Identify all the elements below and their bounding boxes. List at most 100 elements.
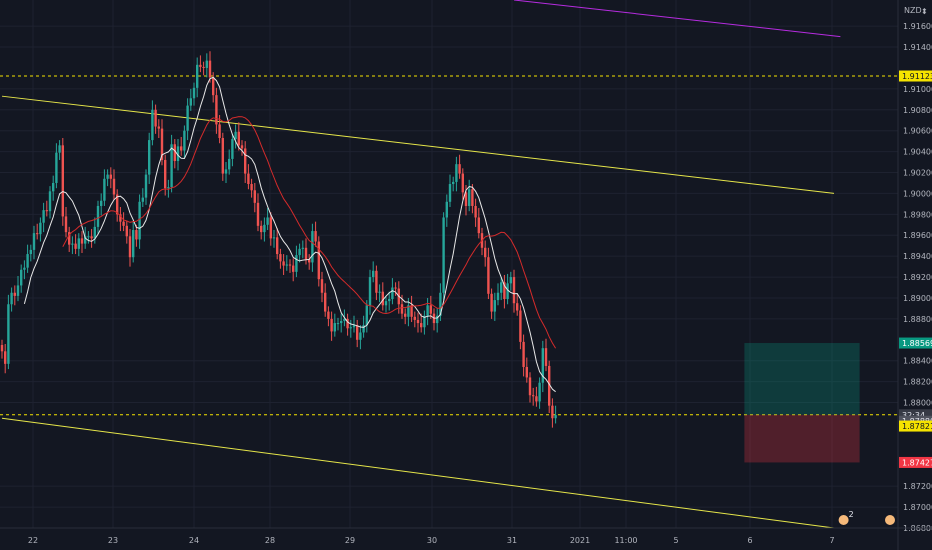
axis-header: NZD ⬍ [904,6,928,16]
candle-body [493,300,496,312]
candle-body [551,405,554,419]
candle-body [295,255,298,272]
time-axis[interactable]: 22 23 24 28 29 30 31 2021 11:00 5 6 7 [0,527,932,545]
event-badge: 2 [849,510,854,519]
price-tick-label: 1.90200 [903,169,932,178]
price-tick-label: 1.90000 [903,189,932,198]
candle-body [528,377,532,396]
candle-body [282,261,285,266]
candle-body [29,249,32,255]
trendline[interactable] [1,417,835,529]
price-tag-label: 1.88569 [902,339,932,348]
price-tag[interactable] [899,337,932,349]
candle-body [452,181,455,185]
candle-body [100,200,103,206]
candle-body [93,226,96,239]
candle-body [167,187,170,189]
price-tag[interactable] [899,420,932,432]
price-tick-label: 1.88800 [903,315,932,324]
candle-body [183,130,186,151]
candle-body [541,348,544,383]
time-tick-label: 24 [189,536,199,545]
candle-body [384,301,388,306]
level-price-tag[interactable] [899,70,932,82]
candle-body [55,152,58,183]
moving-averages [23,76,557,393]
time-tick-label: 28 [265,536,275,545]
price-tick-label: 1.89800 [903,210,932,219]
sma-slow-line [62,116,557,349]
candle-body [471,189,474,206]
candle-body [340,320,343,324]
candle-body [202,66,205,68]
candle-body [292,265,295,272]
candle-body [157,126,160,129]
candle-body [288,264,292,266]
price-tag[interactable] [899,456,932,468]
candle-body [506,283,509,300]
candle-body [522,341,525,367]
candle-body [244,148,247,174]
price-tick-label: 1.89400 [903,252,932,261]
price-tick-label: 1.91600 [903,22,932,31]
candle-body [416,319,420,324]
candle-body [333,323,336,332]
event-icon[interactable] [837,514,850,526]
candle-body [224,169,228,174]
price-tick-label: 1.90800 [903,106,932,115]
candle-body [429,305,432,314]
candle-body [20,269,23,286]
candle-body [372,270,375,278]
candle-body [349,327,352,329]
candle-body [336,323,340,325]
candle-body [455,164,458,182]
candle-body [266,217,269,225]
menu-icon: ⬍ [921,7,928,16]
candle-body [464,192,468,206]
candle-body [439,292,442,316]
event-markers[interactable]: 2 [837,510,896,526]
candle-body [532,395,535,397]
candle-body [474,205,477,218]
target-zone[interactable] [744,343,860,415]
candle-body [461,173,464,193]
candle-body [26,254,29,268]
candle-body [509,277,512,284]
candle-body [52,182,55,192]
trendline[interactable] [1,95,835,194]
candle-body [135,230,138,240]
candle-body [375,270,378,293]
candle-body [327,311,330,319]
candle-body [365,305,368,326]
candle-body [186,105,189,131]
candle-body [381,291,384,306]
currency-label: NZD [904,6,922,15]
candle-body [189,98,192,106]
candle-body [477,217,480,234]
candle-body [237,131,240,146]
candle-body [212,77,215,96]
candle-body [138,201,141,240]
candle-body [544,348,548,366]
event-icon[interactable] [884,514,896,526]
candle-body [407,305,410,317]
candle-body [448,184,452,202]
trendline[interactable] [513,0,841,38]
candle-body [426,305,429,316]
candle-body [519,310,522,342]
candle-body [343,318,346,321]
candle-body [64,216,68,233]
candle-body [148,140,151,175]
price-tag[interactable] [899,409,932,421]
candle-body [285,264,288,266]
time-tick-label: 6 [747,536,752,545]
price-axis[interactable]: 1.91600 1.91400 1.91000 1.90800 1.90600 1.904… [897,0,932,550]
long-position-box[interactable] [744,343,860,463]
candle-body [535,396,538,402]
trendlines[interactable] [1,0,841,529]
candle-body [173,144,176,162]
price-tick-label: 1.88400 [903,357,932,366]
time-tick-label: 11:00 [614,536,637,545]
stop-zone[interactable] [744,414,860,463]
